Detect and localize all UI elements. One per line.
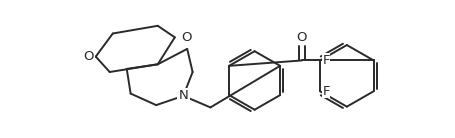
Text: F: F <box>322 54 329 67</box>
Text: N: N <box>178 89 188 102</box>
Text: O: O <box>84 50 94 63</box>
Text: O: O <box>181 31 191 44</box>
Text: O: O <box>296 31 307 44</box>
Text: F: F <box>322 85 329 98</box>
